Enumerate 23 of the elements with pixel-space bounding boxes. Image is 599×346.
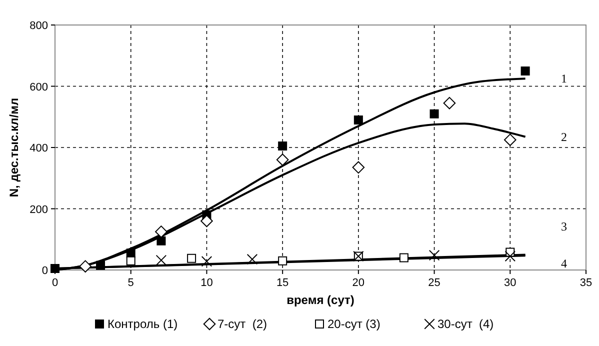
x-tick-label: 20 [352, 277, 365, 289]
annotation: 1 [561, 72, 567, 86]
legend-label: 30-сут (4) [438, 317, 494, 331]
y-tick-label: 0 [42, 265, 48, 277]
legend-label: 20-сут (3) [328, 317, 380, 331]
x-tick-label: 30 [504, 277, 516, 289]
x-axis-title: время (сут) [286, 293, 354, 307]
annotation: 4 [561, 256, 567, 271]
legend-label: Контроль (1) [108, 317, 178, 331]
annotation: 2 [561, 130, 567, 144]
y-tick-label: 800 [30, 20, 48, 32]
x-tick-label: 35 [580, 277, 592, 289]
legend-label: 7-сут (2) [218, 317, 268, 331]
x-tick-label: 15 [276, 277, 289, 289]
x-tick-label: 5 [128, 277, 134, 289]
x-tick-label: 10 [200, 277, 213, 289]
y-tick-label: 600 [30, 81, 48, 94]
y-axis-title: N, дес.тыс.кл/мл [7, 98, 21, 198]
y-tick-label: 200 [30, 204, 48, 216]
x-tick-label: 0 [52, 277, 58, 289]
x-tick-label: 25 [428, 277, 440, 289]
annotation: 3 [561, 220, 567, 234]
y-tick-label: 400 [30, 142, 48, 154]
